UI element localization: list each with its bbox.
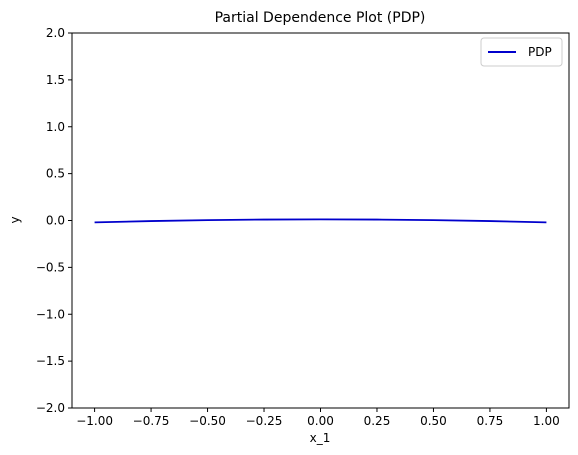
y-tick-label: 1.0: [46, 120, 65, 134]
x-tick-label: 0.00: [307, 414, 334, 428]
y-axis-ticks: −2.0 −1.5 −1.0 −0.5 0.0 0.5 1.0 1.5 2.0: [36, 26, 72, 415]
x-tick-label: 1.00: [533, 414, 560, 428]
x-axis-ticks: −1.00 −0.75 −0.50 −0.25 0.00 0.25 0.50 0.75 1.00: [76, 408, 560, 428]
legend-label-pdp: PDP: [528, 45, 552, 59]
chart-title: Partial Dependence Plot (PDP): [215, 10, 426, 26]
y-axis-label: y: [8, 216, 22, 223]
plot-frame: [71, 32, 570, 409]
x-axis-label: x_1: [310, 431, 331, 445]
x-tick-label: 0.75: [477, 414, 504, 428]
legend: PDP: [480, 37, 563, 67]
x-tick-label: −0.25: [246, 414, 283, 428]
x-tick-label: 0.50: [420, 414, 447, 428]
x-tick-label: −0.50: [189, 414, 226, 428]
series-layer: [94, 218, 547, 224]
y-tick-label: 2.0: [46, 26, 65, 40]
x-tick-label: 0.25: [364, 414, 391, 428]
y-tick-label: 1.5: [46, 73, 65, 87]
y-tick-label: −2.0: [36, 401, 65, 415]
y-tick-label: 0.5: [46, 167, 65, 181]
series-line-pdp: [94, 218, 547, 224]
y-tick-label: −1.0: [36, 307, 65, 321]
y-tick-label: −0.5: [36, 260, 65, 274]
x-tick-label: −1.00: [76, 414, 113, 428]
x-tick-label: −0.75: [133, 414, 170, 428]
legend-box: [480, 37, 563, 67]
y-tick-label: 0.0: [46, 214, 65, 228]
y-tick-label: −1.5: [36, 354, 65, 368]
